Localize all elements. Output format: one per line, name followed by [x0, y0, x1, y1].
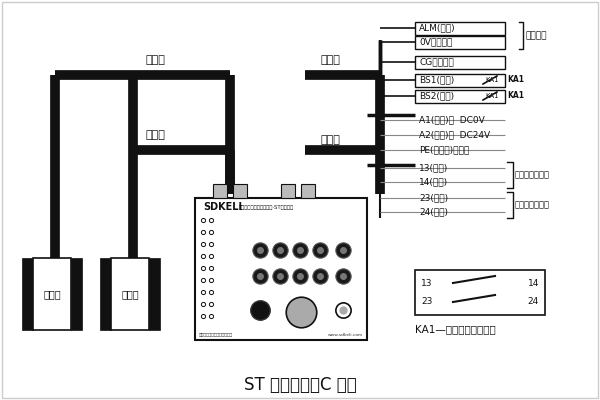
Text: 接快下控制输出: 接快下控制输出	[515, 170, 550, 180]
Bar	[71, 258, 82, 330]
Text: A2(红色)：  DC24V: A2(红色)： DC24V	[419, 130, 490, 140]
Text: 24: 24	[528, 298, 539, 306]
Text: 0V（绿色）: 0V（绿色）	[419, 38, 452, 46]
Text: KA1: KA1	[485, 93, 499, 99]
Text: www.sdkeli.com: www.sdkeli.com	[328, 333, 363, 337]
Text: 电源线: 电源线	[320, 135, 340, 145]
Text: KA1: KA1	[485, 77, 499, 83]
Text: SDKELI: SDKELI	[203, 202, 242, 212]
Text: 接报警器: 接报警器	[525, 31, 547, 40]
Text: BS1(蓝色): BS1(蓝色)	[419, 76, 454, 84]
Bar	[100, 258, 111, 330]
Text: 24(棕色): 24(棕色)	[419, 208, 448, 216]
Bar	[281, 184, 295, 198]
Text: 23: 23	[421, 298, 433, 306]
Bar	[195, 198, 367, 340]
Text: 14: 14	[527, 278, 539, 288]
Bar	[33, 258, 71, 330]
Bar	[415, 56, 505, 69]
Bar	[415, 90, 505, 103]
Text: PE(黄绿色)：接地: PE(黄绿色)：接地	[419, 146, 469, 154]
Text: BS2(棕色): BS2(棕色)	[419, 92, 454, 100]
Bar	[111, 258, 149, 330]
Bar	[415, 270, 545, 315]
Bar	[149, 258, 160, 330]
Text: KA1—折弯机慢下继电器: KA1—折弯机慢下继电器	[415, 324, 496, 334]
Text: CG（红色）: CG（红色）	[419, 58, 454, 66]
Text: 接快下控制输出: 接快下控制输出	[515, 200, 550, 210]
Text: A1(白色)：  DC0V: A1(白色)： DC0V	[419, 116, 485, 124]
Text: 14(蓝色): 14(蓝色)	[419, 178, 448, 186]
Bar	[213, 184, 227, 198]
Text: KA1: KA1	[507, 76, 524, 84]
Bar	[233, 184, 247, 198]
Text: 信号线: 信号线	[320, 55, 340, 65]
Text: 发射器: 发射器	[43, 289, 61, 299]
Text: 13(蓝色): 13(蓝色)	[419, 164, 448, 172]
Bar	[415, 74, 505, 87]
Text: KA1: KA1	[507, 92, 524, 100]
Text: 13: 13	[421, 278, 433, 288]
Text: 传输线: 传输线	[145, 130, 165, 140]
Bar	[415, 36, 505, 49]
Text: 传输线: 传输线	[145, 55, 165, 65]
Text: ALM(黑色): ALM(黑色)	[419, 24, 455, 32]
Bar	[301, 184, 315, 198]
Text: 23(棕色): 23(棕色)	[419, 194, 448, 202]
Bar	[22, 258, 33, 330]
Text: 接收器: 接收器	[121, 289, 139, 299]
Text: 山东凯力克电子技术有限公司: 山东凯力克电子技术有限公司	[199, 333, 233, 337]
Text: 光片型激光安全保护装置·ST型控制器: 光片型激光安全保护装置·ST型控制器	[239, 204, 294, 210]
Bar	[415, 22, 505, 35]
Text: ST 型控制器（C 型）: ST 型控制器（C 型）	[244, 376, 356, 394]
